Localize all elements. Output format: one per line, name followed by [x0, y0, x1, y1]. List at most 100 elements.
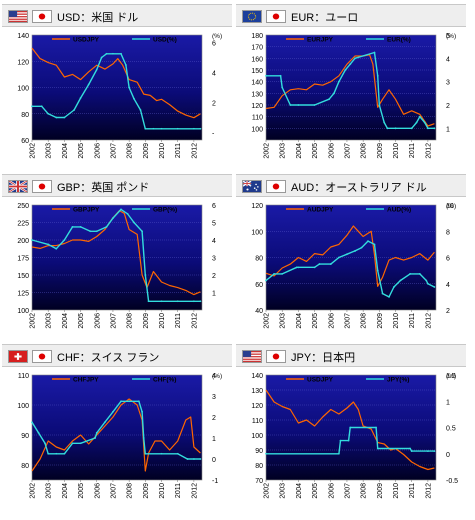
x-tick-label: 2005 [78, 483, 85, 499]
series-point [137, 400, 140, 403]
x-tick-label: 2002 [264, 143, 271, 159]
series-point [94, 437, 97, 439]
series-line-gbpjpy [31, 210, 201, 296]
series-point [103, 421, 106, 424]
x-tick-label: 2009 [143, 143, 150, 159]
panel-header: GBP：英国 ポンド [2, 174, 232, 197]
series-point [141, 410, 143, 413]
series-point [139, 109, 142, 111]
series-point [333, 92, 335, 95]
series-point [144, 274, 147, 276]
series-point [176, 300, 179, 303]
series-point [281, 86, 284, 89]
x-tick-label: 2010 [159, 313, 166, 329]
series-point [55, 452, 58, 455]
x-tick-label: 2009 [377, 143, 384, 159]
series-point [427, 450, 429, 453]
series-point [409, 447, 411, 450]
x-tick-label: 2011 [175, 143, 182, 158]
series-point [47, 243, 50, 246]
right-tick-label: 1 [446, 399, 450, 406]
left-tick-label: 140 [17, 33, 29, 40]
right-tick-label: 0.5 [446, 426, 456, 433]
left-tick-label: 40 [255, 308, 263, 315]
japan-flag-icon [32, 350, 52, 363]
japan-flag-icon [266, 10, 286, 23]
us-flag-icon [8, 10, 28, 23]
series-point [160, 127, 163, 130]
series-line-chfjpy [31, 398, 201, 472]
series-point [120, 52, 122, 55]
right-tick-label: 6 [446, 256, 450, 263]
x-tick-label: 2004 [296, 483, 303, 499]
series-point [105, 225, 108, 228]
legend-label: EUR(%) [387, 37, 411, 44]
series-point [199, 458, 202, 460]
panel-usd: USD：米国 ドル 60 80 100 120 140 - 2 4 6 (%) 2002 2003 20… [2, 4, 232, 172]
series-point [409, 273, 411, 275]
eur-chart: 100 110 120 130 140 150 160 170 180 1 2 3 4 5(%) 2002 2… [251, 33, 456, 159]
right-tick-label: 0 [446, 452, 450, 459]
x-tick-label: 2008 [127, 483, 134, 499]
left-tick-label: 150 [17, 273, 29, 280]
left-tick-label: 90 [255, 448, 263, 455]
series-point [427, 127, 429, 130]
plot-area [265, 34, 437, 141]
series-point [112, 410, 114, 413]
left-tick-label: 180 [251, 33, 263, 40]
series-point [79, 225, 82, 228]
x-tick-label: 2012 [191, 143, 198, 159]
series-point [423, 121, 426, 124]
x-tick-label: 2009 [377, 483, 384, 499]
right-tick-label: 2 [446, 308, 450, 315]
x-tick-label: 2003 [280, 143, 287, 159]
right-tick-label: - [212, 131, 215, 138]
x-tick-label: 2004 [296, 313, 303, 329]
series-point [160, 452, 163, 455]
series-point [399, 279, 402, 282]
x-tick-label: 2007 [344, 483, 351, 499]
x-tick-label: 2011 [409, 483, 416, 498]
series-point [31, 105, 33, 108]
right-tick-label: -1 [212, 478, 218, 485]
x-tick-label: 2008 [361, 483, 368, 499]
left-tick-label: 140 [251, 373, 263, 380]
legend-label: GBPJPY [73, 207, 100, 214]
x-tick-label: 2010 [159, 483, 166, 499]
right-tick-label: 3 [446, 80, 450, 87]
right-tick-label: 1 [212, 436, 216, 443]
panel-title: USD：米国 ドル [57, 12, 139, 24]
series-point [337, 80, 340, 83]
series-point [313, 266, 316, 269]
series-point [144, 127, 147, 130]
series-point [176, 127, 179, 130]
panel-eur: EUR：ユーロ 100 110 120 130 140 150 160 170 180 1 2 3 4 5… [236, 4, 466, 172]
x-tick-label: 2007 [110, 143, 117, 159]
series-point [199, 300, 202, 303]
series-point [133, 97, 135, 100]
series-point [144, 452, 147, 455]
right-tick-label: -0.5 [446, 478, 458, 485]
x-tick-label: 2011 [409, 143, 416, 158]
series-point [95, 230, 98, 233]
series-point [63, 239, 66, 241]
series-point [376, 74, 379, 77]
series-point [354, 57, 356, 60]
right-tick-label: 1 [446, 126, 450, 133]
series-point [63, 116, 66, 119]
series-point [427, 282, 429, 285]
series-point [344, 69, 347, 71]
left-tick-label: 140 [251, 80, 263, 87]
series-point [381, 292, 384, 295]
x-tick-label: 2011 [175, 313, 182, 328]
series-point [415, 121, 418, 124]
x-tick-label: 2006 [328, 483, 335, 499]
series-point [318, 263, 321, 265]
series-point [105, 52, 108, 55]
series-point [79, 97, 82, 99]
series-point [349, 63, 352, 66]
chf-chart: 80 90 100 110 -1 0 1 2 3 4(%) 2002 2003 2004 2005 2006… [17, 373, 222, 499]
left-tick-label: 125 [17, 291, 29, 298]
left-tick-label: 80 [255, 256, 263, 263]
left-tick-label: 160 [251, 56, 263, 63]
